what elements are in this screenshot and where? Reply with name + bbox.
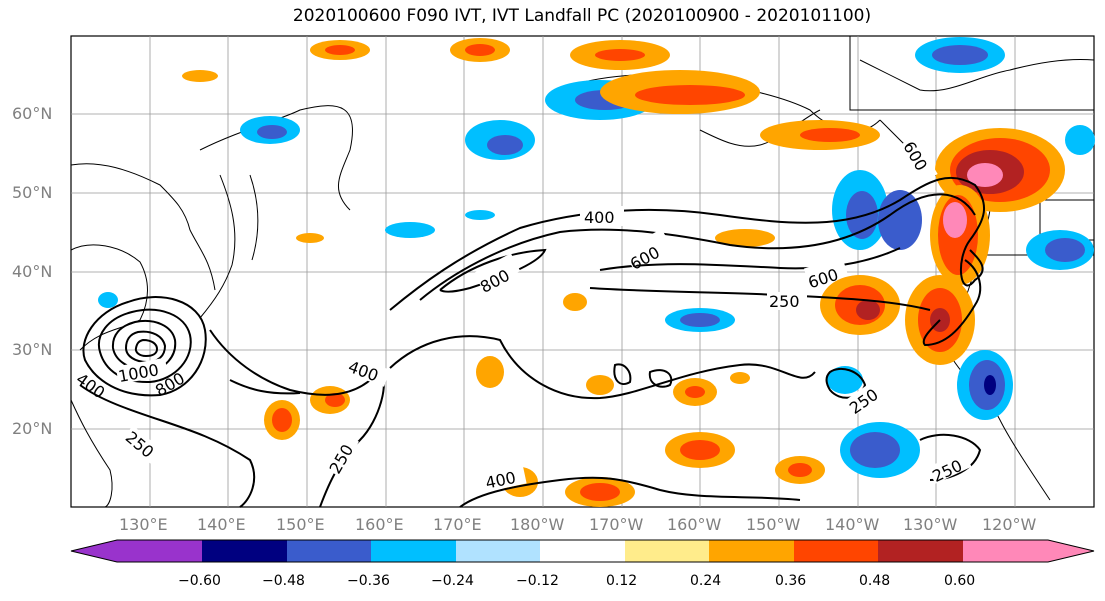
lon-label: 160°E	[355, 515, 404, 534]
lat-label-40n: 40°N	[12, 262, 53, 281]
lon-label: 160°W	[667, 515, 722, 534]
colorbar-tick: 0.36	[775, 573, 807, 589]
colorbar	[70, 539, 1095, 563]
contour-label: 400	[584, 208, 615, 227]
lon-label: 150°E	[276, 515, 325, 534]
colorbar-tick: 0.48	[859, 573, 891, 589]
colorbar-tick: 0.60	[944, 573, 976, 589]
lon-label: 170°W	[589, 515, 644, 534]
colorbar-tick: 0.24	[690, 573, 722, 589]
lon-label: 120°W	[982, 515, 1037, 534]
lon-label: 180°W	[510, 515, 565, 534]
lon-label: 170°E	[433, 515, 482, 534]
lat-label-50n: 50°N	[12, 183, 53, 202]
lat-label-30n: 30°N	[12, 340, 53, 359]
contour-labels: 400 600 800 600 250 600 400 1000 800 400…	[73, 135, 972, 493]
colorbar-tick: −0.24	[431, 573, 474, 589]
lon-label: 130°E	[119, 515, 168, 534]
colorbar-tick: −0.60	[178, 573, 221, 589]
colorbar-tick: −0.12	[516, 573, 559, 589]
lon-label: 140°W	[825, 515, 880, 534]
lon-label: 140°E	[197, 515, 246, 534]
lon-label: 130°W	[903, 515, 958, 534]
map-frame	[70, 35, 1095, 508]
map-title: 2020100600 F090 IVT, IVT Landfall PC (20…	[292, 6, 872, 26]
ivt-contours	[79, 176, 986, 508]
colorbar-tick: −0.36	[347, 573, 390, 589]
lat-label-60n: 60°N	[12, 104, 53, 123]
lat-label-20n: 20°N	[12, 419, 53, 438]
colorbar-tick: 0.12	[606, 573, 638, 589]
ivt-pc-negative-shading	[98, 37, 1095, 478]
contour-label: 250	[769, 292, 800, 311]
colorbar-tick: −0.48	[262, 573, 305, 589]
lon-label: 150°W	[746, 515, 801, 534]
